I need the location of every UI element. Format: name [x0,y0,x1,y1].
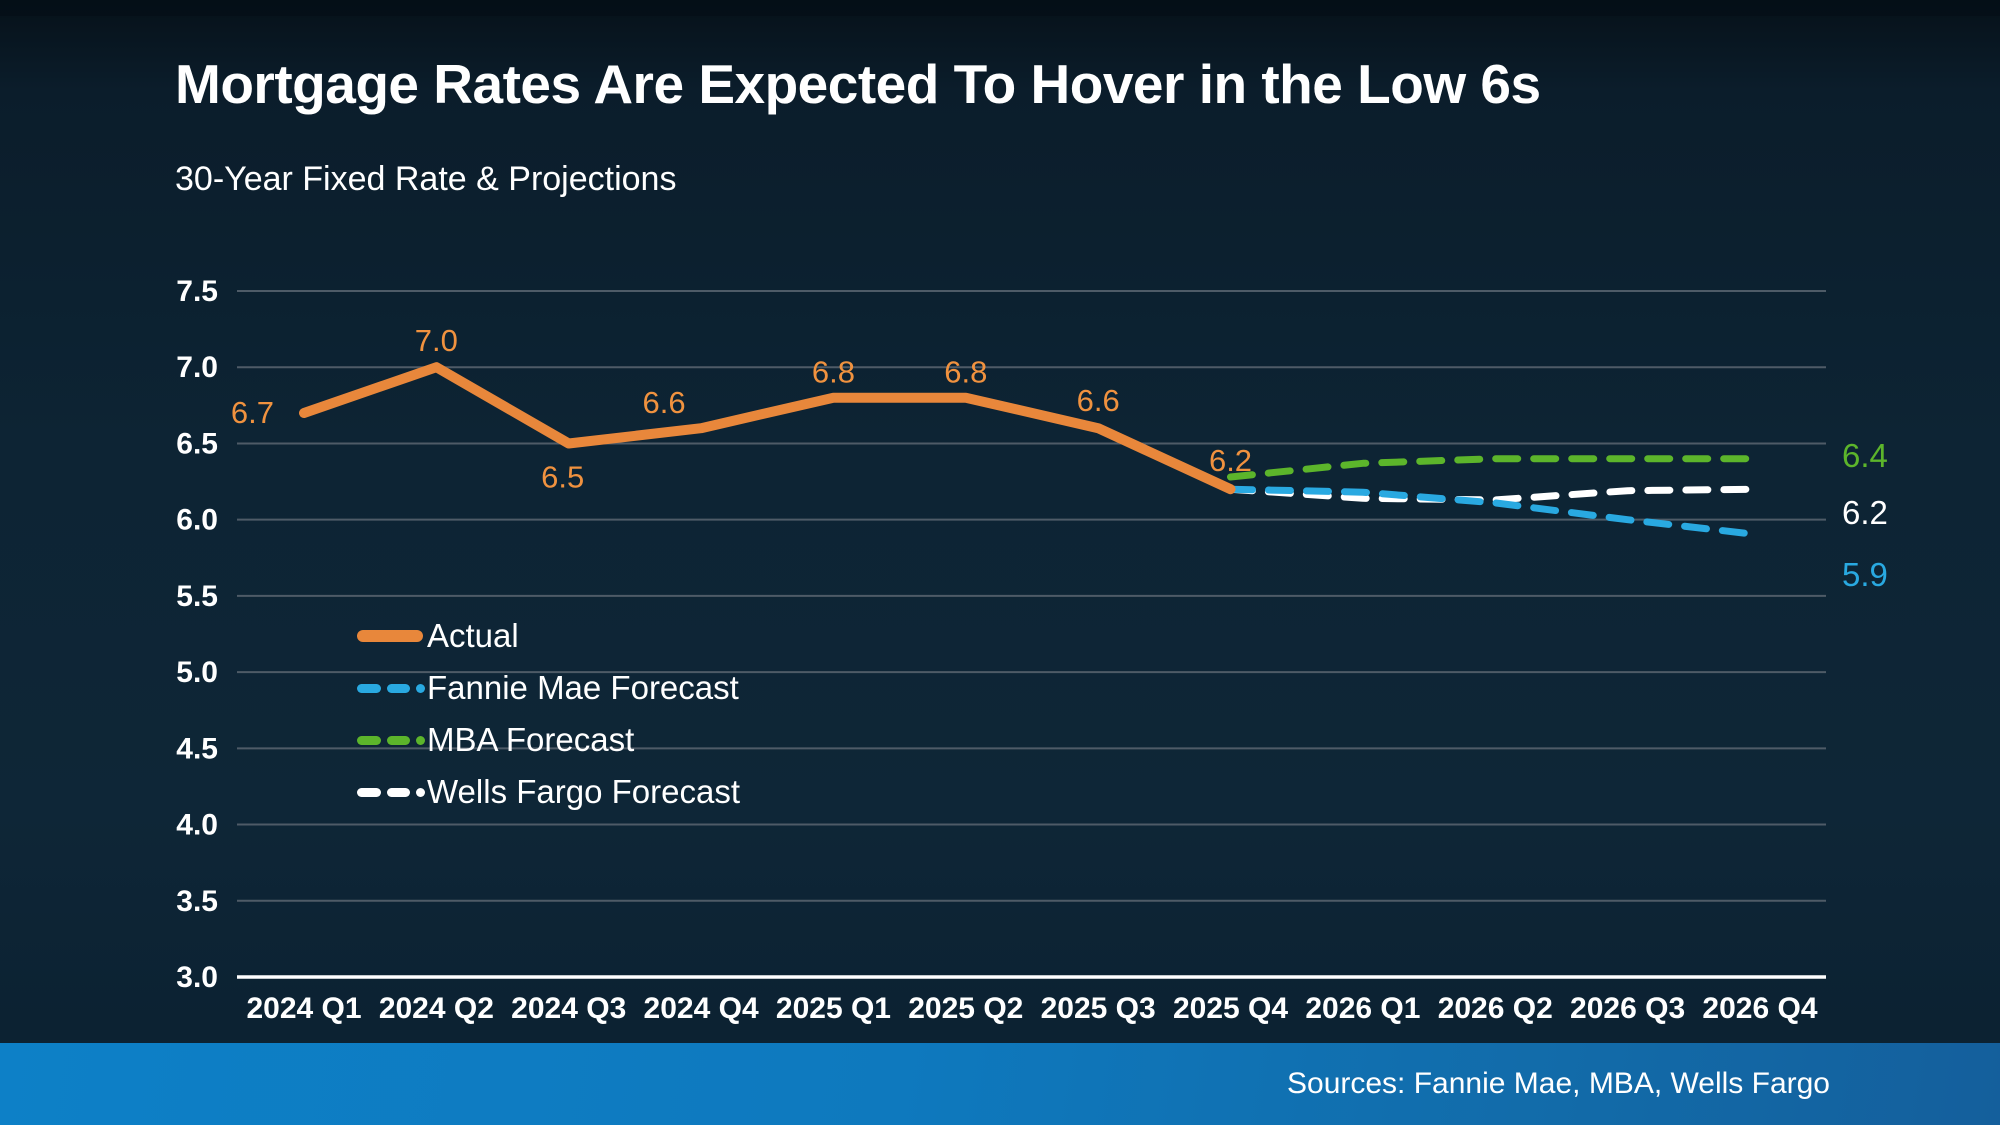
x-tick-label: 2025 Q4 [1173,992,1288,1025]
data-point-label: 6.6 [1077,383,1120,418]
x-tick-label: 2026 Q3 [1570,992,1685,1025]
sources-text: Sources: Fannie Mae, MBA, Wells Fargo [1287,1067,1830,1100]
data-point-label: 6.2 [1209,443,1252,478]
data-point-label: 7.0 [415,323,458,358]
series-end-label: 5.9 [1842,556,1888,593]
data-point-label: 6.5 [541,459,584,494]
y-tick-label: 5.5 [176,580,218,613]
series-line-fannie-mae-forecast [1227,485,1764,539]
series-line-actual [299,362,1236,495]
legend-swatch-dashed-line [357,735,425,745]
legend-swatch-solid-line [357,630,425,642]
y-tick-label: 5.0 [176,656,218,689]
legend-swatch-dashed-line [357,683,425,693]
y-tick-label: 3.0 [176,961,218,994]
y-tick-label: 6.0 [176,504,218,537]
series-end-label: 6.2 [1842,494,1888,531]
x-tick-label: 2026 Q1 [1305,992,1420,1025]
legend-item-fannie-mae-forecast: Fannie Mae Forecast [357,662,740,714]
y-tick-label: 3.5 [176,885,218,918]
y-tick-label: 4.5 [176,732,218,765]
top-edge-strip [0,0,2000,16]
x-tick-label: 2024 Q3 [511,992,626,1025]
y-tick-label: 7.5 [176,275,218,308]
data-point-label: 6.8 [944,355,987,390]
legend-label-fannie-mae: Fannie Mae Forecast [427,669,739,706]
x-tick-label: 2024 Q4 [644,992,759,1025]
source-bar: Sources: Fannie Mae, MBA, Wells Fargo [0,1043,2000,1125]
series-line-mba-forecast [1227,455,1764,481]
data-point-label: 6.8 [812,355,855,390]
legend-item-wells-fargo-forecast: Wells Fargo Forecast [357,766,740,818]
x-tick-label: 2025 Q2 [908,992,1023,1025]
legend-label-actual: Actual [427,617,519,654]
x-tick-label: 2026 Q2 [1438,992,1553,1025]
data-point-label: 6.6 [643,385,686,420]
y-tick-label: 6.5 [176,427,218,460]
legend-label-mba: MBA Forecast [427,721,635,758]
y-tick-label: 7.0 [176,351,218,384]
chart-title: Mortgage Rates Are Expected To Hover in … [175,53,1541,115]
legend-swatch-dashed-line [357,787,425,797]
x-tick-label: 2024 Q2 [379,992,494,1025]
legend-item-mba-forecast: MBA Forecast [357,714,740,766]
x-tick-label: 2026 Q4 [1702,992,1817,1025]
legend-label-wells-fargo: Wells Fargo Forecast [427,773,740,810]
chart-subtitle: 30-Year Fixed Rate & Projections [175,160,677,198]
data-point-label: 6.7 [231,395,274,430]
series-end-label: 6.4 [1842,437,1888,474]
x-tick-label: 2025 Q1 [776,992,891,1025]
x-tick-label: 2025 Q3 [1041,992,1156,1025]
y-tick-label: 4.0 [176,809,218,842]
chart-legend: Actual Fannie Mae Forecast MBA Forecast … [357,610,740,818]
x-tick-label: 2024 Q1 [246,992,361,1025]
legend-item-actual: Actual [357,610,740,662]
